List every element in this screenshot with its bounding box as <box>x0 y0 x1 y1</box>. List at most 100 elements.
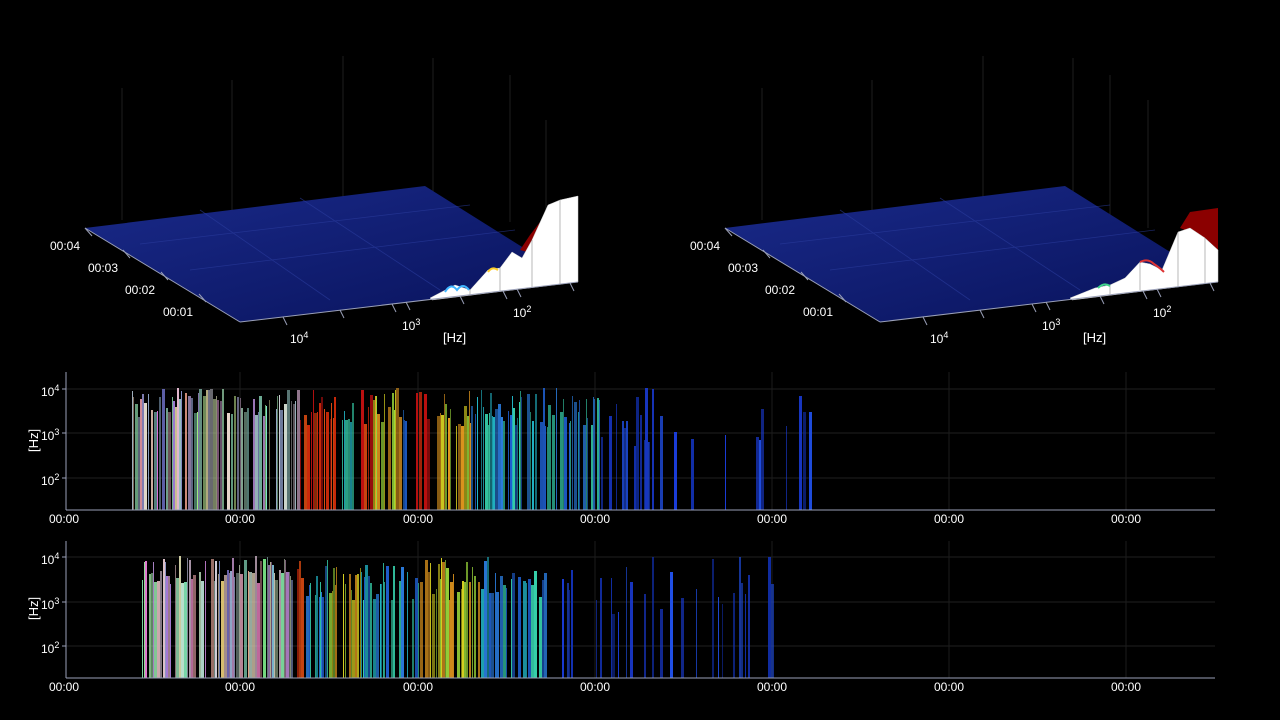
spectro-bar <box>470 423 471 510</box>
spectro-bar <box>135 404 138 510</box>
spectro-bar <box>281 573 284 678</box>
spectro-bar <box>469 391 470 510</box>
spectro-bar <box>361 390 364 510</box>
spectro-bar <box>364 424 367 510</box>
spectro-bar <box>399 417 402 510</box>
spectro-bar <box>440 579 441 678</box>
spectro-bar <box>396 388 399 510</box>
spectro-bar <box>745 594 746 678</box>
spectro-bar <box>399 581 401 678</box>
spectro-bar <box>185 393 187 510</box>
spectro-bar <box>307 425 310 510</box>
spectro-bar <box>175 565 176 678</box>
spectro-bar <box>325 566 327 678</box>
spectro-bar <box>722 604 723 678</box>
spectro-bar <box>495 409 498 510</box>
spectro-bar <box>345 420 348 510</box>
spectro-bar <box>733 593 735 678</box>
spectro-bar <box>428 572 430 678</box>
spectro-bar <box>326 412 329 510</box>
spectro-bar <box>270 562 271 678</box>
spectro-bar <box>349 574 351 678</box>
spectro-bar <box>440 413 441 510</box>
spectro-bar <box>142 580 143 678</box>
spectro-bar <box>208 390 210 510</box>
spectro-bar <box>324 409 325 510</box>
spectro-bar <box>500 576 503 678</box>
spectro-bar <box>263 559 266 678</box>
spectro-bar <box>227 570 229 678</box>
spectro-bar <box>344 411 345 510</box>
spectro-bar <box>490 393 492 510</box>
spectro-bar <box>466 562 468 678</box>
spectro-bar <box>297 569 299 678</box>
spectro-bar <box>191 579 193 678</box>
spectro-bar <box>357 574 359 678</box>
spectro-bar <box>508 411 509 510</box>
spectro-bar <box>448 418 450 510</box>
spectro-bar <box>636 397 639 510</box>
spectro-bar <box>652 557 654 678</box>
spectro-bar <box>170 584 171 678</box>
spectro-bar <box>274 573 275 678</box>
spectro-bar <box>612 614 615 678</box>
spectro-bar <box>334 397 336 510</box>
spectro-bar <box>430 563 431 678</box>
spectro-bar <box>166 408 168 510</box>
spectro-bar <box>268 565 270 678</box>
spectro-bar <box>510 415 512 510</box>
spectro-bar <box>570 421 571 510</box>
spectro-bar <box>771 584 774 678</box>
spectro-bar <box>527 394 530 510</box>
spectro-bar <box>599 400 600 510</box>
spectro-bar <box>291 401 292 510</box>
spectro-bar <box>660 416 663 510</box>
spectro-bar <box>391 600 393 678</box>
x-tick-label: 104 <box>930 330 948 346</box>
spectro-bar <box>373 400 375 510</box>
spectro-bar <box>316 576 318 678</box>
spectro-bar <box>670 572 673 678</box>
spectro-bar <box>464 582 466 678</box>
spectro-bar <box>352 600 355 678</box>
spectro-bar <box>518 577 521 678</box>
spectro-bar <box>528 579 531 678</box>
spectro-bar <box>725 435 726 510</box>
spectro-bar <box>306 596 309 678</box>
spectro-bar <box>230 571 232 678</box>
spectro-bar <box>343 574 344 678</box>
spectro-bar <box>376 396 377 510</box>
spectro-bar <box>333 418 334 510</box>
spectro-bar <box>611 578 612 678</box>
spectro-bar <box>644 594 646 678</box>
x-tick-label: 104 <box>290 330 308 346</box>
spectro-bar <box>331 403 332 510</box>
spectro-bar <box>377 414 380 510</box>
spectro-bar <box>578 412 579 510</box>
spectro-bar <box>718 597 719 678</box>
x-tick-label: 00:00 <box>580 680 610 694</box>
spectro-bar <box>370 583 372 678</box>
spectro-bar <box>330 419 331 510</box>
spectro-bar <box>199 572 201 678</box>
spectro-bar <box>393 566 395 678</box>
spectro-bar <box>172 397 173 510</box>
spectro-bar <box>488 425 489 510</box>
spectro-bar <box>786 426 787 510</box>
spectrogram-bottom: 104 103 102 [Hz] 00:00 00:00 00:00 00:00… <box>26 541 1215 694</box>
spectro-bar <box>437 416 440 510</box>
spectro-bar <box>232 558 234 678</box>
spectro-bar <box>333 568 335 678</box>
y-tick-label: 00:03 <box>728 261 758 275</box>
spectro-bar <box>489 413 490 510</box>
y-tick-label: 00:01 <box>803 305 833 319</box>
spectrogram-top: 104 103 102 [Hz] 00:00 00:00 00:00 00:00… <box>26 372 1215 526</box>
spectro-bar <box>474 576 476 678</box>
spectro-bar <box>579 400 580 510</box>
spectro-bar <box>562 579 564 678</box>
spectro-bar <box>315 595 316 678</box>
spectro-bar <box>475 414 476 510</box>
spectro-bar <box>260 561 262 678</box>
spectro-bar <box>696 589 697 678</box>
peak-red <box>1180 208 1218 250</box>
